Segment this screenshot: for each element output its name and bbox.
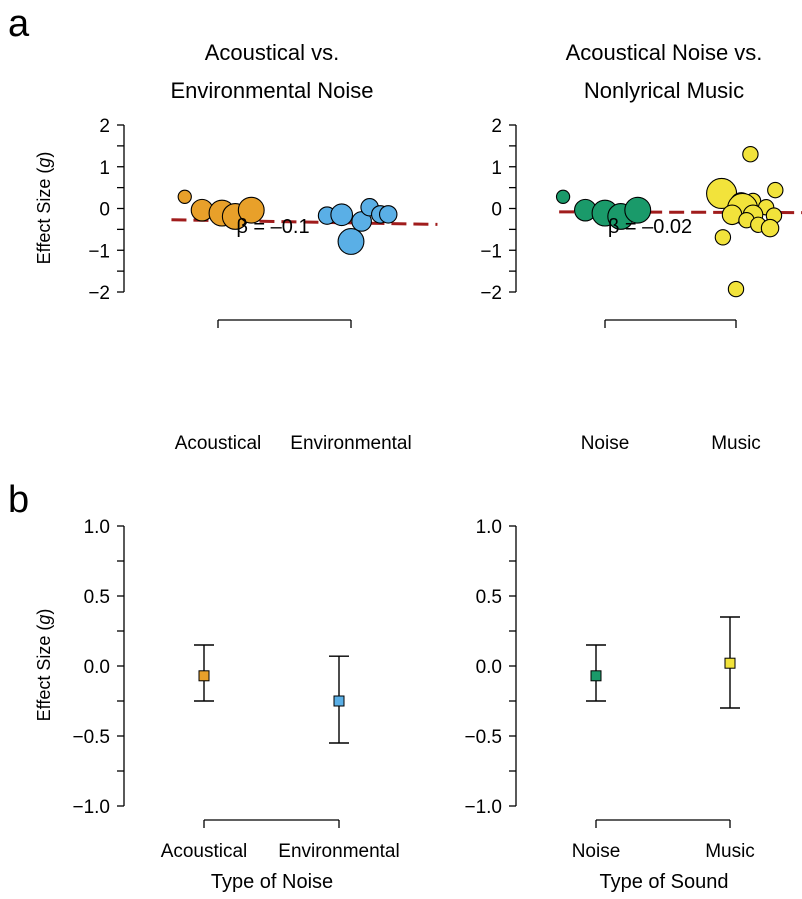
y-axis-title: Effect Size (g) [34,609,54,722]
y-tick-label: 2 [99,116,110,137]
x-tick-label: Music [705,841,755,862]
y-tick-label: 1.0 [476,517,502,538]
y-tick-label: −1.0 [464,797,502,818]
x-tick-label: Acoustical [175,433,262,454]
x-tick-label: Music [711,433,761,454]
panel-label-a: a [8,3,30,45]
x-tick-label: Noise [581,433,630,454]
x-axis-title: Type of Sound [600,871,729,893]
chart-title-line-1: Acoustical Noise vs. [566,40,763,65]
data-point [742,146,759,163]
y-tick-label: 1 [99,158,110,179]
y-tick-label: −2 [480,283,502,304]
panel-b-right-chart: 1.0 0.5 0.0 −0.5 −1.0 Noise Music Type of Sound [464,517,754,893]
y-tick-label: 1.0 [84,517,110,538]
y-tick-label: −0.5 [464,727,502,748]
panel-a-right-chart: Acoustical Noise vs. Nonlyrical Music 2 1… [480,40,802,454]
y-tick-label: 0.0 [476,657,502,678]
chart-title-line-2: Nonlyrical Music [584,78,744,103]
data-point [760,218,780,238]
axes: 2 1 0 −1 −2 Noise Music [480,116,760,454]
panel-b-left-chart: 1.0 0.5 0.0 −0.5 −1.0 Acoustical Environmental… [34,517,400,893]
x-tick-label: Environmental [278,841,399,862]
data-point [624,196,652,224]
y-tick-label: 0.5 [84,587,110,608]
mean-point [590,670,602,682]
y-tick-label: 0 [491,200,502,221]
beta-annotation: β = –0.1 [236,216,309,238]
axes: 1.0 0.5 0.0 −0.5 −1.0 Noise Music Type of Sound [464,517,754,893]
mean-point [198,670,210,682]
data-point [727,280,745,298]
mean-point [724,657,736,669]
y-tick-label: −1 [480,241,502,262]
panel-label-b: b [8,479,29,521]
chart-title-line-1: Acoustical vs. [205,40,340,65]
y-tick-label: 2 [491,116,502,137]
beta-annotation: β = –0.02 [608,216,692,238]
y-tick-label: −1 [88,241,110,262]
data-point [337,228,365,255]
data-point [767,181,784,199]
plot-area [194,644,349,744]
data-point [714,229,732,246]
x-tick-label: Environmental [290,433,411,454]
mean-point [333,695,345,707]
y-tick-label: 0.5 [476,587,502,608]
y-tick-label: 0 [99,200,110,221]
y-tick-label: −0.5 [72,727,110,748]
y-tick-label: −2 [88,283,110,304]
y-tick-label: 1 [491,158,502,179]
data-point [378,205,398,224]
data-point [177,189,192,204]
data-point [330,203,354,227]
axes: 2 1 0 −1 −2 Acoustical Environmental Effect Siz… [34,116,412,454]
x-axis-title: Type of Noise [211,871,333,893]
x-tick-label: Noise [572,841,621,862]
plot-area: β = –0.02 [555,146,802,298]
data-point [555,189,571,204]
y-tick-label: −1.0 [72,797,110,818]
plot-area [586,616,740,709]
plot-area: β = –0.1 [171,189,438,255]
axes: 1.0 0.5 0.0 −0.5 −1.0 Acoustical Environmental… [34,517,400,893]
y-axis-title: Effect Size (g) [34,152,54,265]
data-point [237,196,265,224]
panel-a-left-chart: Acoustical vs. Environmental Noise 2 1 0 −1… [34,40,438,454]
x-tick-label: Acoustical [161,841,248,862]
chart-title-line-2: Environmental Noise [171,78,374,103]
y-tick-label: 0.0 [84,657,110,678]
